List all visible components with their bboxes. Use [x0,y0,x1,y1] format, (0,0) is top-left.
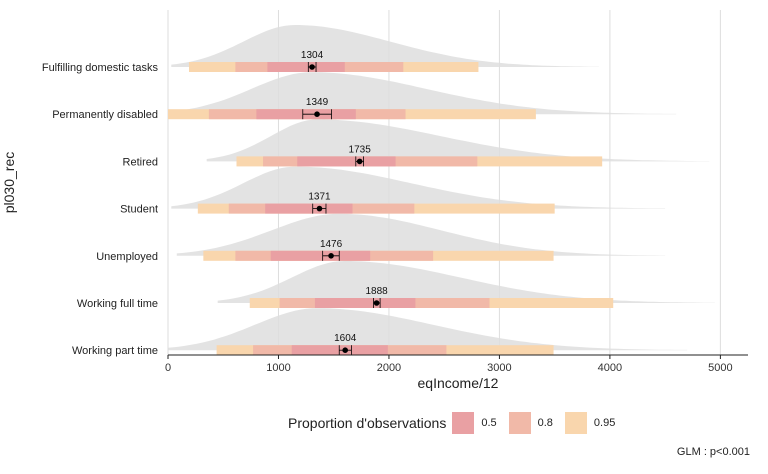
category-label-permanently-disabled: Permanently disabled [52,109,158,121]
x-tick-label-2000: 2000 [377,362,401,374]
x-axis-title: eqIncome/12 [418,375,499,391]
interval-50-fulfilling-domestic-tasks [267,62,345,72]
density-retired [206,119,710,162]
median-point-unemployed [328,253,334,259]
interval-50-working-full-time [314,298,416,308]
interval-50-unemployed [270,250,371,261]
median-point-retired [356,158,363,165]
caption: GLM : p<0.001 [676,446,750,458]
interval-50-retired [297,156,396,167]
category-label-working-part-time: Working part time [72,345,158,357]
interval-50-student [265,203,353,214]
x-tick-label-1000: 1000 [266,362,290,374]
density-unemployed [176,213,666,256]
legend-item-08: 0.8 [508,412,553,434]
y-axis-title: pl030_rec [1,152,17,214]
median-label-working-full-time: 1888 [365,286,388,297]
category-label-retired: Retired [123,156,158,168]
density-working-part-time [168,308,688,351]
legend-label-095: 0.95 [593,417,616,429]
median-point-working-full-time [373,300,380,306]
median-label-student: 1371 [308,192,331,203]
legend-label-08: 0.8 [537,417,553,429]
x-tick-label-4000: 4000 [598,362,622,374]
category-label-unemployed: Unemployed [96,251,158,263]
median-label-fulfilling-domestic-tasks: 1304 [301,50,324,61]
category-label-fulfilling-domestic-tasks: Fulfilling domestic tasks [42,62,159,74]
x-tick-label-5000: 5000 [708,362,732,374]
legend-label-05: 0.5 [481,417,497,429]
legend-swatch-08 [508,412,531,434]
legend-item-095: 0.95 [564,412,616,434]
density-student [171,166,666,209]
median-label-working-part-time: 1604 [334,333,357,344]
median-point-permanently-disabled [314,111,320,117]
median-point-student [316,205,323,212]
category-label-student: Student [120,204,158,216]
legend-item-05: 0.5 [452,412,497,434]
median-label-permanently-disabled: 1349 [306,97,329,108]
x-tick-label-0: 0 [165,362,171,374]
density-working-full-time [217,261,715,303]
legend-title: Proportion d'observations [288,415,447,431]
legend-swatch-05 [452,412,475,434]
median-label-retired: 1735 [349,144,372,155]
category-label-working-full-time: Working full time [77,298,158,310]
density-fulfilling-domestic-tasks [171,25,599,67]
median-label-unemployed: 1476 [320,239,343,250]
legend-swatch-095 [564,412,587,434]
median-point-fulfilling-domestic-tasks [309,64,315,70]
density-permanently-disabled [168,72,677,115]
x-tick-label-3000: 3000 [487,362,511,374]
legend: Proportion d'observations 0.5 0.8 0.95 [288,410,627,436]
median-point-working-part-time [342,347,349,354]
